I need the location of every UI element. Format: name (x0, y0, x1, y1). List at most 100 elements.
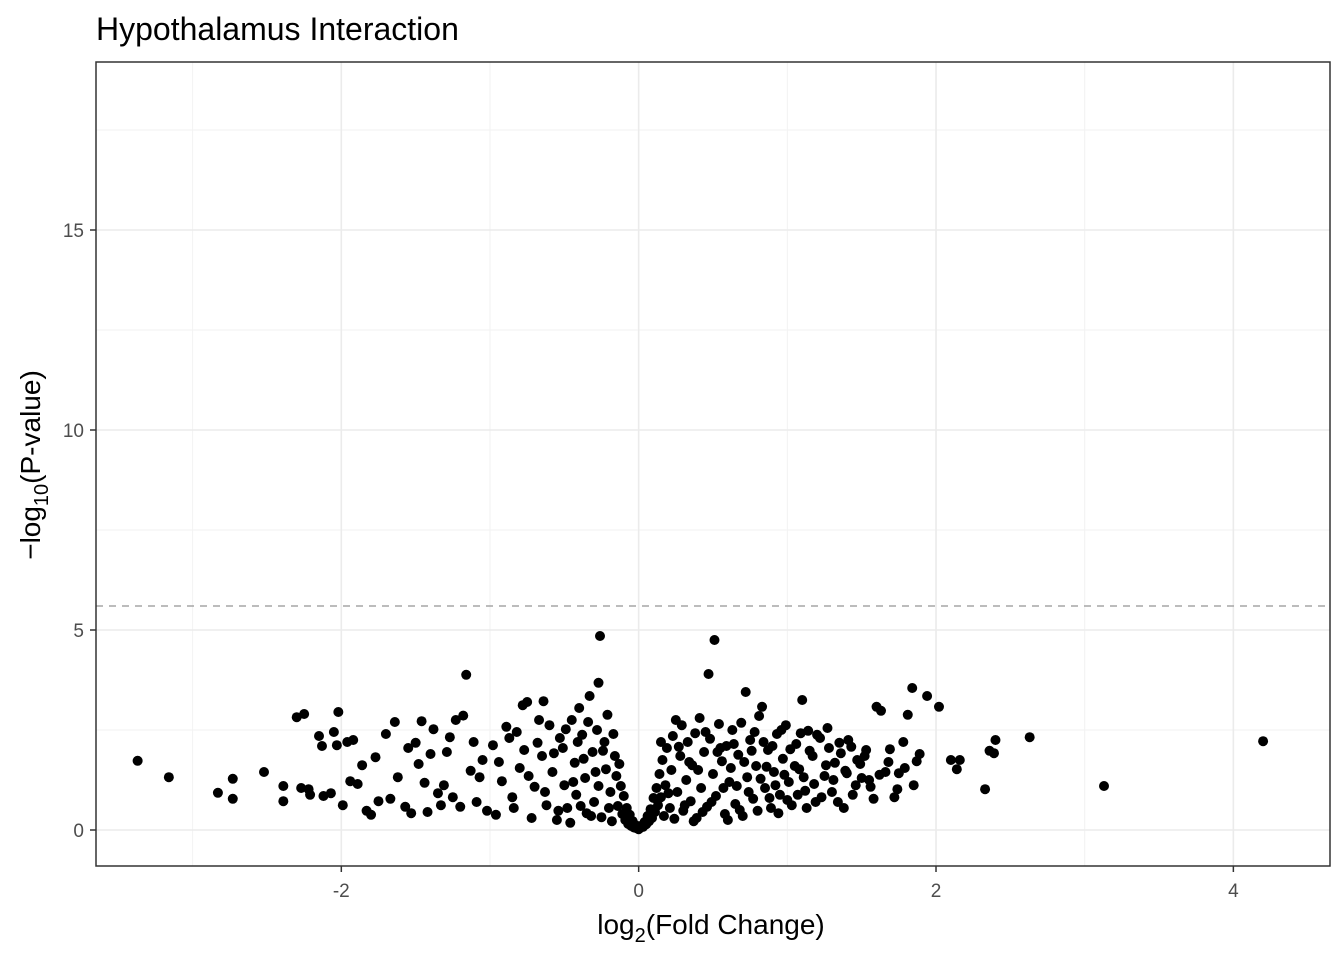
data-point (672, 787, 683, 797)
data-point (490, 809, 501, 820)
data-point (593, 677, 604, 688)
data-point (419, 777, 430, 788)
data-point (1024, 732, 1035, 743)
data-point (380, 729, 391, 739)
x-tick-label: 2 (931, 881, 942, 902)
data-point (163, 772, 174, 783)
data-point (745, 735, 756, 745)
data-point (455, 801, 466, 812)
data-point (392, 772, 403, 783)
data-point (688, 816, 699, 827)
y-tick-label: 0 (73, 821, 84, 842)
data-point (776, 725, 787, 735)
data-point (988, 748, 999, 759)
data-point (597, 745, 608, 756)
data-point (583, 717, 594, 727)
data-point (655, 792, 666, 803)
data-point (820, 760, 831, 771)
data-point (823, 743, 834, 753)
data-point (731, 781, 742, 791)
data-point (615, 781, 626, 791)
data-point (715, 743, 726, 753)
data-point (742, 772, 753, 783)
data-point (868, 793, 879, 804)
data-point (768, 767, 779, 777)
data-point (544, 720, 555, 731)
data-point (835, 748, 846, 759)
data-point (706, 797, 717, 807)
data-point (980, 784, 991, 795)
data-point (348, 735, 359, 745)
data-points (132, 631, 1269, 835)
data-point (739, 757, 750, 767)
data-point (713, 719, 724, 729)
data-point (519, 745, 530, 755)
data-point (596, 812, 607, 823)
data-point (899, 763, 910, 773)
x-tick-label: 0 (633, 881, 644, 902)
data-point (574, 703, 585, 713)
data-point (847, 789, 858, 800)
data-point (676, 720, 687, 731)
data-point (722, 815, 733, 825)
data-point (736, 717, 747, 728)
data-point (496, 776, 507, 787)
y-axis-title-suffix: (P-value) (15, 370, 46, 484)
x-tick-label: 4 (1228, 881, 1239, 902)
data-point (529, 781, 540, 792)
x-axis-title-suffix: (Fold Change) (646, 909, 825, 940)
data-point (861, 745, 872, 755)
data-point (557, 743, 568, 753)
data-point (679, 800, 690, 811)
data-point (773, 808, 784, 819)
data-point (660, 780, 671, 791)
data-point (572, 737, 583, 747)
data-point (757, 701, 768, 712)
data-point (278, 796, 289, 807)
data-point (227, 773, 238, 784)
data-point (357, 760, 368, 771)
data-point (718, 783, 729, 793)
data-point (571, 789, 582, 800)
data-point (592, 725, 603, 735)
data-point (709, 635, 720, 645)
data-point (789, 761, 800, 771)
data-point (316, 741, 327, 751)
y-tick-label: 15 (63, 221, 84, 242)
data-point (299, 709, 310, 719)
data-point (501, 721, 512, 732)
data-point (337, 800, 348, 811)
data-point (908, 780, 919, 791)
y-axis: 0 5 10 15 (63, 221, 96, 842)
y-tick-label: 10 (63, 421, 84, 442)
data-point (884, 744, 895, 755)
data-point (618, 791, 629, 801)
data-point (669, 813, 680, 824)
data-point (779, 769, 790, 780)
data-point (809, 779, 820, 789)
data-point (410, 737, 421, 748)
data-point (654, 769, 665, 779)
data-point (614, 759, 625, 769)
data-point (755, 773, 766, 784)
data-point (538, 696, 549, 707)
data-point (575, 801, 586, 811)
data-point (725, 763, 736, 773)
data-point (328, 727, 339, 737)
data-point (740, 687, 751, 697)
data-point (541, 800, 552, 811)
data-point (648, 793, 659, 803)
data-point (902, 709, 913, 720)
data-point (465, 765, 476, 776)
data-point (832, 797, 843, 807)
data-point (586, 811, 597, 821)
x-axis: -2 0 2 4 (333, 866, 1239, 902)
data-point (663, 788, 674, 799)
data-point (587, 747, 598, 757)
data-point (539, 787, 550, 797)
data-point (655, 737, 666, 747)
data-point (227, 793, 238, 804)
data-point (599, 737, 610, 747)
data-point (743, 787, 754, 797)
